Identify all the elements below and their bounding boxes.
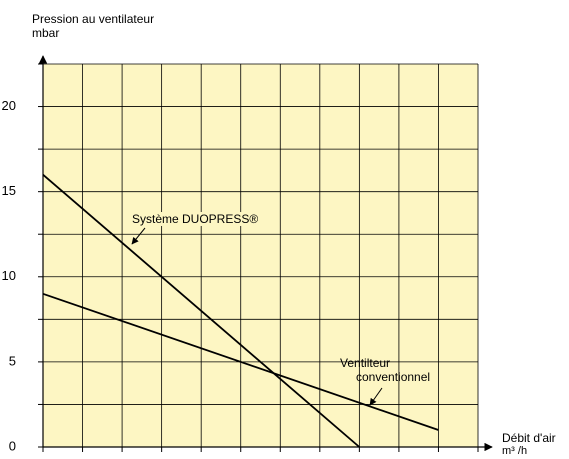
y-tick-label: 15 [2, 183, 16, 198]
series-annotation: Système DUOPRESS® [132, 212, 259, 226]
y-tick-label: 20 [2, 98, 16, 113]
annotation-arrow [369, 387, 383, 406]
y-tick-label: 0 [9, 438, 16, 453]
y-tick-label: 5 [9, 353, 16, 368]
series-line [42, 173, 360, 448]
y-axis-label: mbar [32, 26, 60, 40]
x-axis-label: Débit d'air [502, 431, 556, 445]
y-axis-label: Pression au ventilateur [32, 12, 155, 26]
series-annotation: Ventilteur conventionnel [340, 356, 431, 384]
plot-background [43, 64, 478, 447]
annotation-arrow [131, 227, 146, 245]
x-axis-label: m³ /h [502, 445, 528, 457]
series-line [42, 292, 439, 431]
y-tick-label: 10 [2, 268, 16, 283]
